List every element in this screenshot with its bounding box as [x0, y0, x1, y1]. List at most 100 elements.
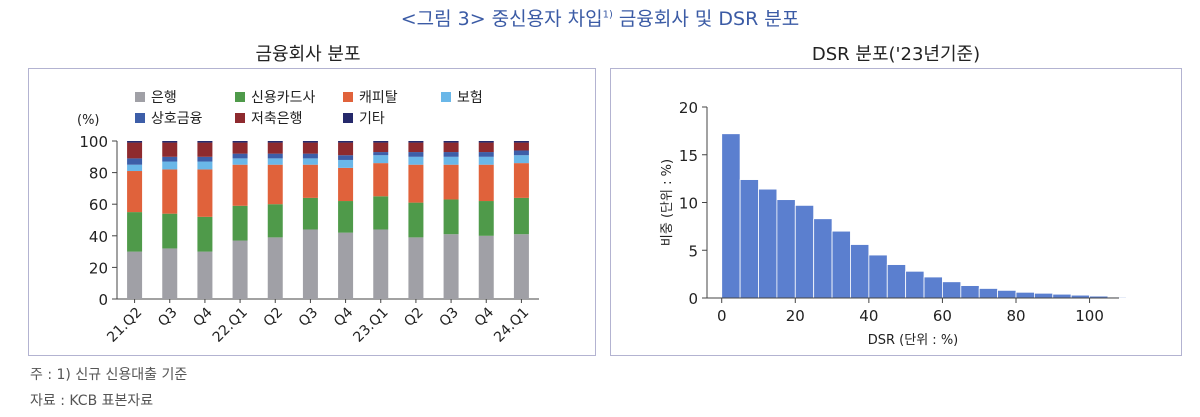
bar-segment — [302, 141, 318, 143]
bar-segment — [302, 158, 318, 165]
bar-segment — [373, 196, 389, 230]
x-tick-label: 100 — [1075, 307, 1104, 325]
bar-segment — [408, 202, 424, 238]
bar-segment — [443, 164, 459, 200]
y-unit-label: (%) — [77, 113, 100, 128]
bar-segment — [373, 163, 389, 197]
bar-segment — [127, 171, 143, 213]
x-tick-label: Q4 — [472, 304, 497, 329]
bar-segment — [478, 152, 494, 157]
right-chart-panel: 0 5 10 15 20 0 20 40 60 80 100 DSR (단위 : %) 비중 (단위 :… — [610, 68, 1182, 356]
x-tick-label: Q2 — [401, 305, 426, 330]
histogram-bar — [794, 204, 815, 299]
bar-segment — [267, 153, 283, 159]
bar-segment — [443, 234, 459, 299]
histogram-bar — [813, 218, 833, 299]
histogram-bar — [923, 276, 943, 299]
legend-label: 상호금융 — [151, 111, 203, 127]
legend-label: 보험 — [457, 90, 483, 106]
y-tick-label: 0 — [688, 290, 698, 308]
histogram-bar — [886, 264, 907, 299]
histogram-bar — [960, 285, 980, 299]
bar-segment — [513, 150, 529, 156]
bar-segment — [162, 156, 178, 162]
bar-segment — [127, 141, 143, 143]
y-axis-label: 비중 (단위 : %) — [660, 159, 675, 246]
source-note: 자료 : KCB 표본자료 — [30, 393, 154, 409]
bar-segment — [302, 142, 318, 154]
bar-segment — [338, 167, 354, 202]
bar-segment — [408, 164, 424, 203]
legend-label: 은행 — [151, 90, 177, 106]
legend-label: 저축은행 — [251, 111, 303, 127]
bar-segment — [197, 161, 213, 170]
legend-swatch — [135, 92, 145, 102]
y-tick-label: 10 — [679, 195, 698, 213]
x-tick-label: Q4 — [190, 304, 215, 329]
y-tick-label: 80 — [89, 165, 108, 183]
histogram-bar — [942, 281, 962, 299]
histogram-bar — [978, 288, 999, 299]
histogram-bar — [1052, 293, 1072, 299]
histogram-bar — [1015, 291, 1035, 299]
x-tick-label: 21.Q2 — [104, 305, 145, 346]
bar-segment — [513, 141, 529, 143]
y-tick-label: 60 — [89, 196, 108, 214]
bar-segment — [478, 156, 494, 165]
bar-segment — [443, 152, 459, 157]
y-tick-label: 15 — [679, 147, 698, 165]
histogram-bar — [776, 199, 796, 299]
x-tick-label: Q3 — [437, 305, 462, 330]
x-tick-label: 0 — [717, 307, 727, 325]
bar-segment — [232, 158, 248, 165]
bar-segment — [338, 141, 354, 143]
y-tick-label: 40 — [89, 228, 108, 246]
legend-swatch — [343, 113, 353, 123]
bar-segment — [338, 159, 354, 168]
bar-segment — [162, 248, 178, 299]
histogram-bar — [850, 244, 870, 299]
bar-segment — [513, 163, 529, 198]
bar-segment — [443, 199, 459, 235]
y-tick-label: 5 — [688, 242, 698, 260]
bar-segment — [232, 164, 248, 206]
bar-segment — [232, 142, 248, 154]
bar-segment — [478, 164, 494, 202]
bar-segment — [478, 142, 494, 153]
bar-segment — [373, 152, 389, 156]
footnote: 주 : 1) 신규 신용대출 기준 — [30, 367, 188, 383]
bar-segment — [232, 141, 248, 143]
x-axis-label: DSR (단위 : %) — [868, 333, 959, 348]
bar-segment — [408, 142, 424, 153]
legend-swatch — [235, 92, 245, 102]
figure-title: <그림 3> 중신용자 차입1) 금융회사 및 DSR 분포 — [400, 8, 800, 30]
bar-segment — [197, 216, 213, 252]
bar-segment — [408, 237, 424, 299]
bar-segment — [127, 142, 143, 159]
legend-label: 캐피탈 — [359, 90, 398, 106]
right-panel-title: DSR 분포('23년기준) — [811, 44, 981, 65]
bar-segment — [302, 153, 318, 159]
bar-segment — [162, 213, 178, 249]
legend-swatch — [441, 92, 451, 102]
legend-label: 신용카드사 — [251, 90, 316, 106]
bar-segment — [162, 161, 178, 170]
left-panel-title: 금융회사 분포 — [255, 44, 361, 65]
x-tick-label: 20 — [786, 307, 805, 325]
bar-segment — [197, 169, 213, 217]
histogram-bar — [831, 230, 851, 299]
x-tick-label: Q3 — [296, 305, 321, 330]
bar-segment — [513, 234, 529, 299]
bar-segment — [408, 152, 424, 157]
bar-segment — [513, 197, 529, 235]
x-tick-label: 24.Q1 — [491, 305, 532, 346]
bar-segment — [513, 142, 529, 151]
bar-segment — [302, 197, 318, 230]
bar-segment — [162, 169, 178, 214]
bar-segment — [197, 142, 213, 157]
bar-segment — [162, 142, 178, 157]
bar-segment — [127, 212, 143, 252]
bar-segment — [443, 141, 459, 143]
legend-swatch — [343, 92, 353, 102]
bar-segment — [373, 142, 389, 153]
